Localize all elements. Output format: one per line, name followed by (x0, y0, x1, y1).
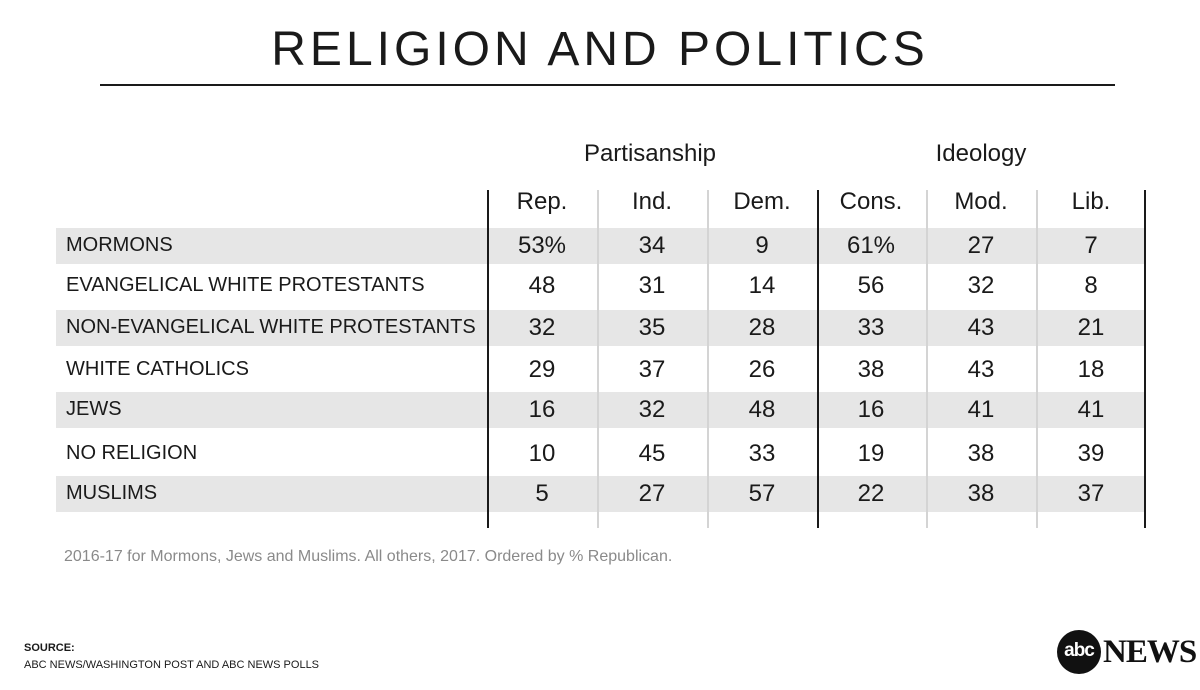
table-cell: 5 (535, 480, 549, 507)
table-cell: 16 (528, 396, 556, 423)
column-header: Mod. (954, 188, 1008, 215)
table-cell: 28 (748, 314, 776, 341)
table-cell: 37 (1077, 480, 1105, 507)
table-cell: 41 (1077, 396, 1105, 423)
abc-logo-circle: abc (1057, 630, 1101, 674)
row-label: MUSLIMS (66, 482, 158, 504)
table-cell: 48 (528, 272, 556, 299)
table-cell: 38 (967, 480, 995, 507)
column-divider (597, 190, 599, 528)
row-label: NON-EVANGELICAL WHITE PROTESTANTS (66, 316, 476, 338)
table-cell: 32 (528, 314, 556, 341)
table-cell: 8 (1084, 272, 1098, 299)
table-cell: 31 (638, 272, 666, 299)
row-label: JEWS (66, 398, 122, 420)
table-cell: 29 (528, 356, 556, 383)
table-cell: 45 (638, 440, 666, 467)
table-cell: 10 (528, 440, 556, 467)
row-label: MORMONS (66, 234, 173, 256)
column-header: Cons. (839, 188, 903, 215)
row-shade (56, 310, 1146, 346)
column-divider (1036, 190, 1038, 528)
table-cell: 21 (1077, 314, 1105, 341)
table-cell: 38 (967, 440, 995, 467)
row-label: WHITE CATHOLICS (66, 358, 249, 380)
group-header-partisanship: Partisanship (583, 140, 717, 167)
table-cell: 56 (857, 272, 885, 299)
table-cell: 53% (517, 232, 567, 259)
table-cell: 61% (846, 232, 896, 259)
row-shade (56, 476, 1146, 512)
source-text: ABC NEWS/WASHINGTON POST AND ABC NEWS PO… (24, 659, 320, 671)
row-label: NO RELIGION (66, 442, 198, 464)
title-rule (100, 84, 1115, 86)
column-header: Dem. (733, 188, 791, 215)
abc-news-logo: abc NEWS (1057, 630, 1197, 674)
table-cell: 9 (755, 232, 769, 259)
table-cell: 26 (748, 356, 776, 383)
table-cell: 57 (748, 480, 776, 507)
column-divider (817, 190, 819, 528)
column-header: Ind. (631, 188, 673, 215)
footnote: 2016-17 for Mormons, Jews and Muslims. A… (64, 548, 673, 565)
news-wordmark: NEWS (1103, 634, 1197, 670)
table-cell: 43 (967, 314, 995, 341)
table-cell: 32 (638, 396, 666, 423)
table-cell: 37 (638, 356, 666, 383)
table-cell: 39 (1077, 440, 1105, 467)
table-cell: 41 (967, 396, 995, 423)
table-cell: 43 (967, 356, 995, 383)
table-cell: 18 (1077, 356, 1105, 383)
table-cell: 48 (748, 396, 776, 423)
column-divider (1144, 190, 1146, 528)
group-header-ideology: Ideology (935, 140, 1027, 167)
column-divider (707, 190, 709, 528)
row-shade (56, 228, 1146, 264)
table-cell: 22 (857, 480, 885, 507)
table-cell: 33 (748, 440, 776, 467)
table-cell: 32 (967, 272, 995, 299)
row-shade (56, 392, 1146, 428)
table-cell: 34 (638, 232, 666, 259)
source-heading: SOURCE: (24, 642, 75, 654)
table-cell: 27 (638, 480, 666, 507)
table-cell: 14 (748, 272, 776, 299)
table-cell: 35 (638, 314, 666, 341)
table-cell: 38 (857, 356, 885, 383)
table-cell: 7 (1084, 232, 1098, 259)
column-divider (487, 190, 489, 528)
column-header: Lib. (1071, 188, 1111, 215)
table-cell: 27 (967, 232, 995, 259)
chart-title: RELIGION AND POLITICS (271, 23, 929, 76)
row-label: EVANGELICAL WHITE PROTESTANTS (66, 274, 425, 296)
column-header: Rep. (516, 188, 568, 215)
table-cell: 16 (857, 396, 885, 423)
table-cell: 19 (857, 440, 885, 467)
column-divider (926, 190, 928, 528)
table-cell: 33 (857, 314, 885, 341)
